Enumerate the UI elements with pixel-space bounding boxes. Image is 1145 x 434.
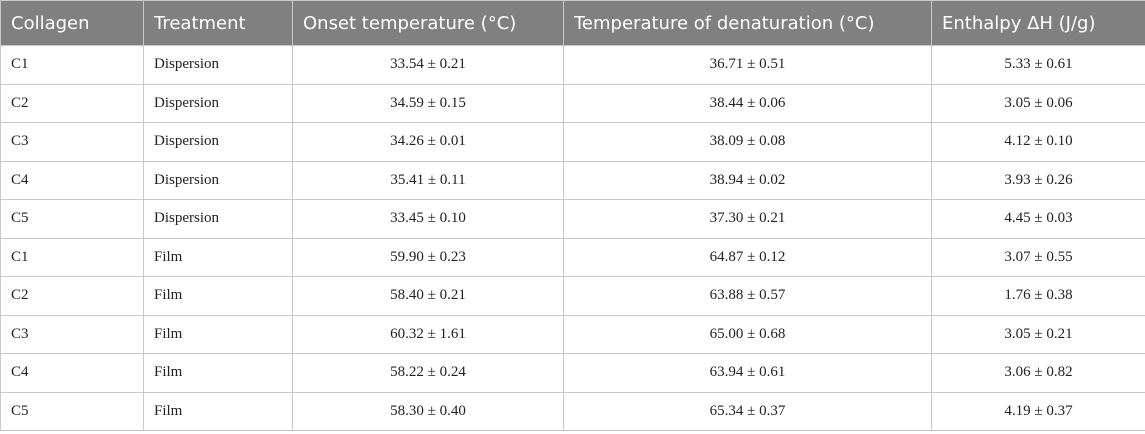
table-cell: 59.90 ± 0.23: [292, 237, 564, 277]
table-row: C2 Film 58.40 ± 0.21 63.88 ± 0.57 1.76 ± 0.3…: [0, 276, 1145, 316]
table-cell: Dispersion: [143, 160, 293, 200]
table-cell: 34.26 ± 0.01: [292, 122, 564, 162]
table-cell: 58.22 ± 0.24: [292, 353, 564, 393]
header-cell: Temperature of denaturation (°C): [563, 0, 932, 46]
table-cell: 3.07 ± 0.55: [931, 237, 1145, 277]
table-row: C1 Film 59.90 ± 0.23 64.87 ± 0.12 3.07 ± 0.5…: [0, 237, 1145, 277]
table-row: C3 Film 60.32 ± 1.61 65.00 ± 0.68 3.05 ± 0.2…: [0, 314, 1145, 354]
header-cell: Treatment: [143, 0, 293, 46]
table-cell: 60.32 ± 1.61: [292, 314, 564, 354]
table-cell: Film: [143, 276, 293, 316]
table-cell: 33.54 ± 0.21: [292, 45, 564, 85]
table-cell: C3: [0, 122, 144, 162]
table-cell: 65.34 ± 0.37: [563, 391, 932, 431]
table-cell: Film: [143, 237, 293, 277]
table-row: C1 Dispersion 33.54 ± 0.21 36.71 ± 0.51 5.33…: [0, 45, 1145, 85]
table-cell: 58.30 ± 0.40: [292, 391, 564, 431]
table-cell: Dispersion: [143, 122, 293, 162]
table-cell: C3: [0, 314, 144, 354]
table-cell: Dispersion: [143, 199, 293, 239]
table-cell: 64.87 ± 0.12: [563, 237, 932, 277]
table-cell: 33.45 ± 0.10: [292, 199, 564, 239]
table-cell: C1: [0, 237, 144, 277]
table-body: C1 Dispersion 33.54 ± 0.21 36.71 ± 0.51 5.33…: [0, 45, 1145, 431]
table-cell: 3.06 ± 0.82: [931, 353, 1145, 393]
header-cell: Enthalpy ΔH (J/g): [931, 0, 1145, 46]
table-cell: 3.93 ± 0.26: [931, 160, 1145, 200]
table-row: C5 Film 58.30 ± 0.40 65.34 ± 0.37 4.19 ± 0.3…: [0, 391, 1145, 431]
table-cell: C4: [0, 160, 144, 200]
table-row: C5 Dispersion 33.45 ± 0.10 37.30 ± 0.21 4.45…: [0, 199, 1145, 239]
table-cell: 35.41 ± 0.11: [292, 160, 564, 200]
table-cell: 5.33 ± 0.61: [931, 45, 1145, 85]
table-row: C3 Dispersion 34.26 ± 0.01 38.09 ± 0.08 4.12…: [0, 122, 1145, 162]
table-cell: 4.45 ± 0.03: [931, 199, 1145, 239]
table-row: C4 Dispersion 35.41 ± 0.11 38.94 ± 0.02 3.93…: [0, 160, 1145, 200]
table-cell: Dispersion: [143, 83, 293, 123]
table-cell: 63.94 ± 0.61: [563, 353, 932, 393]
header-cell: Collagen: [0, 0, 144, 46]
table-cell: 37.30 ± 0.21: [563, 199, 932, 239]
table-cell: 65.00 ± 0.68: [563, 314, 932, 354]
table-cell: C2: [0, 83, 144, 123]
table-cell: 38.09 ± 0.08: [563, 122, 932, 162]
table-cell: 3.05 ± 0.21: [931, 314, 1145, 354]
table-cell: 3.05 ± 0.06: [931, 83, 1145, 123]
table-cell: C4: [0, 353, 144, 393]
table-row: C2 Dispersion 34.59 ± 0.15 38.44 ± 0.06 3.05…: [0, 83, 1145, 123]
header-row: Collagen Treatment Onset temperature (°C) T…: [0, 0, 1145, 46]
table-cell: 58.40 ± 0.21: [292, 276, 564, 316]
table-cell: 4.12 ± 0.10: [931, 122, 1145, 162]
table-cell: C2: [0, 276, 144, 316]
table-cell: 1.76 ± 0.38: [931, 276, 1145, 316]
header-cell: Onset temperature (°C): [292, 0, 564, 46]
table-cell: Film: [143, 353, 293, 393]
table-cell: 63.88 ± 0.57: [563, 276, 932, 316]
table-cell: 38.94 ± 0.02: [563, 160, 932, 200]
table-cell: 38.44 ± 0.06: [563, 83, 932, 123]
table-cell: 4.19 ± 0.37: [931, 391, 1145, 431]
table-cell: C5: [0, 199, 144, 239]
table-row: C4 Film 58.22 ± 0.24 63.94 ± 0.61 3.06 ± 0.8…: [0, 353, 1145, 393]
table-cell: 34.59 ± 0.15: [292, 83, 564, 123]
table-cell: Dispersion: [143, 45, 293, 85]
table-cell: Film: [143, 314, 293, 354]
table-cell: Film: [143, 391, 293, 431]
table-cell: C1: [0, 45, 144, 85]
table-cell: C5: [0, 391, 144, 431]
table-cell: 36.71 ± 0.51: [563, 45, 932, 85]
